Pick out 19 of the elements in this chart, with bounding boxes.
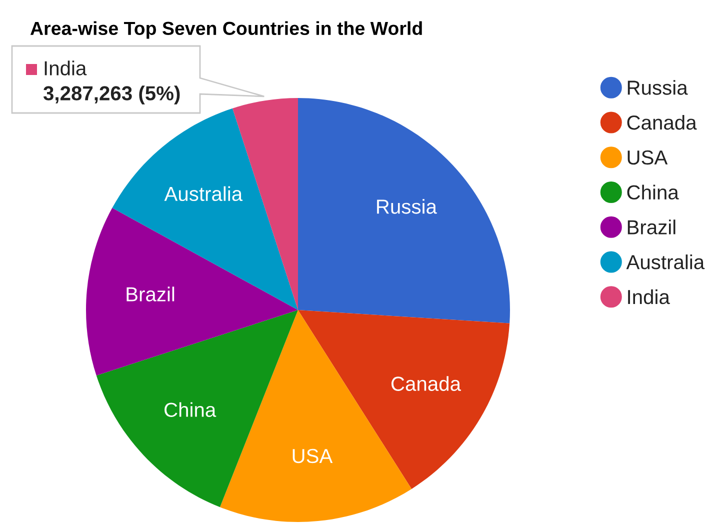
chart-title: Area-wise Top Seven Countries in the World [30,21,422,39]
slice-label: Australia [164,186,243,202]
slice-label: USA [292,448,333,464]
pie-slice [86,208,298,376]
legend-label: Brazil [628,220,676,234]
slice-label: Brazil [126,286,174,302]
text: India [44,60,87,76]
legend-label: USA [628,150,668,165]
slice-label: China [164,402,216,417]
pie-slice [112,108,298,310]
legend-label: Russia [628,80,688,95]
legend-label: Australia [626,254,705,270]
legend-label: India [628,289,670,304]
slice-label: Russia [377,199,437,214]
slice-label: Canada [391,376,462,391]
legend-label: China [627,184,679,200]
text: 3,287,263 (5%) [43,86,180,104]
legend-label: Canada [627,114,697,130]
pie-slice [298,98,510,324]
